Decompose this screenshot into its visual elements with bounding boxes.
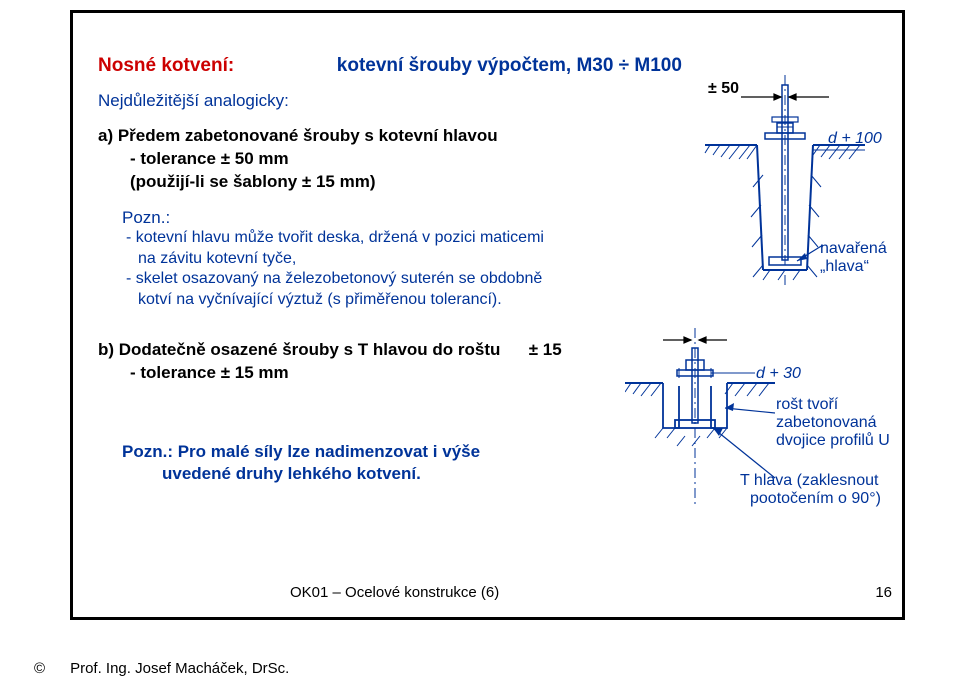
copyright: © Prof. Ing. Josef Macháček, DrSc. [34,660,289,677]
title-right: kotevní šrouby výpočtem, M30 ÷ M100 [337,55,682,76]
anno-weldhead1: navařená [820,240,887,258]
copyright-name: Prof. Ing. Josef Macháček, DrSc. [70,660,289,677]
footer-page-number: 16 [875,584,892,601]
anno-pm50: ± 50 [708,80,739,98]
anno-d30: d + 30 [756,365,801,383]
anno-grate3: dvojice profilů U [776,432,890,450]
title-row: Nosné kotvení: kotevní šrouby výpočtem, … [98,55,888,77]
anno-d100: d + 100 [828,130,882,148]
anno-thead2: pootočením o 90°) [750,490,881,508]
pm15: ± 15 [529,340,562,359]
anno-grate1: rošt tvoří [776,396,838,414]
anno-weldhead2: „hlava“ [820,258,869,276]
title-left: Nosné kotvení: [98,55,234,76]
anno-grate2: zabetonovaná [776,414,877,432]
item-b-head: b) Dodatečně osazené šrouby s T hlavou d… [98,340,500,359]
footer-text: OK01 – Ocelové konstrukce (6) [290,584,890,601]
copyright-symbol: © [34,660,45,677]
anno-thead1: T hlava (zaklesnout [740,472,878,490]
